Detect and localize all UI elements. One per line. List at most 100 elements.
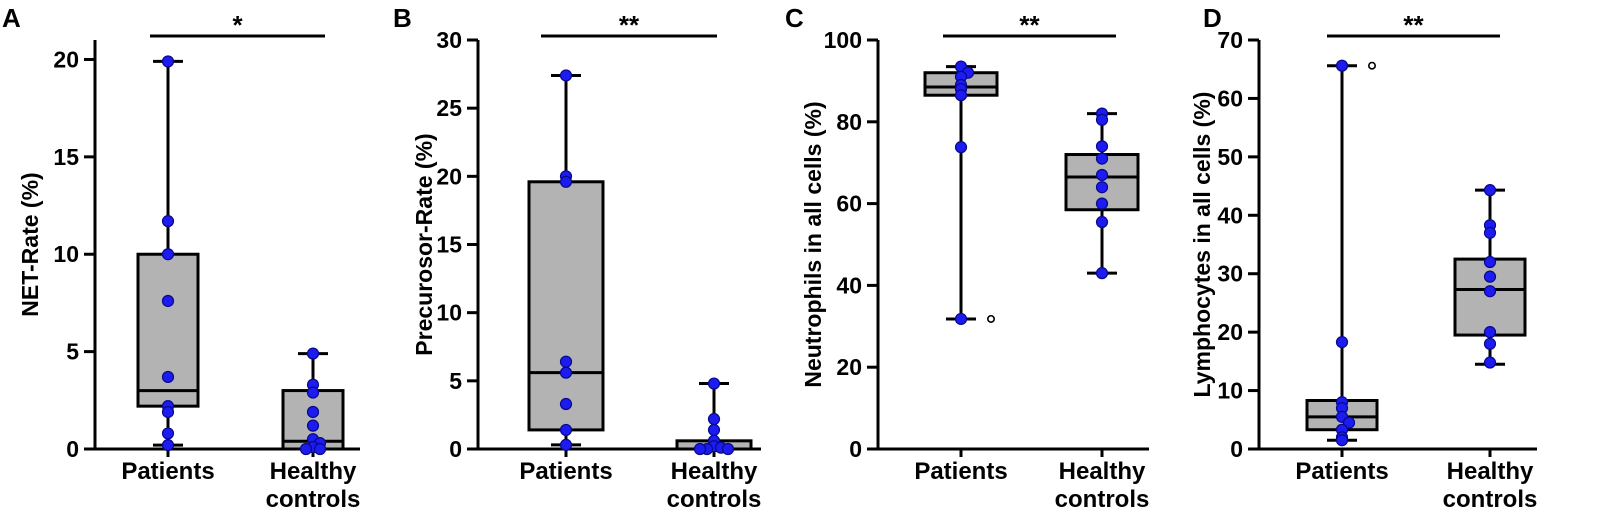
panel-a-significance-label: * xyxy=(232,10,243,40)
panel-b-patients-data-point xyxy=(559,438,573,452)
panel-b-y-tick-label: 30 xyxy=(436,27,462,53)
panel-a-patients-data-point xyxy=(161,427,175,440)
panel-c-healthy-controls-data-point xyxy=(1095,267,1109,280)
panel-d-patients-outlier-marker xyxy=(1368,61,1377,70)
panel-a-patients-data-point xyxy=(161,370,175,384)
panel-a-healthy-controls-data-point xyxy=(306,419,320,432)
panel-c-healthy-controls-category-label: controls xyxy=(1055,486,1150,513)
panel-b-y-tick-label: 0 xyxy=(449,436,462,462)
panel-b-y-tick-label: 25 xyxy=(436,95,462,121)
panel-b-y-tick-label: 10 xyxy=(436,300,462,326)
panel-d-letter: D xyxy=(1203,3,1222,33)
panel-b-patients-data-point xyxy=(559,355,573,368)
panel-c-y-tick-label: 60 xyxy=(836,191,862,217)
panel-d-significance-label: ** xyxy=(1403,10,1424,40)
panel-c-y-tick-label: 0 xyxy=(849,436,862,462)
panel-c-patients-data-point xyxy=(954,141,968,154)
panel-d-healthy-controls-data-point xyxy=(1483,184,1497,197)
panel-b-healthy-controls-data-point xyxy=(721,442,735,456)
panel-a-patients-data-point xyxy=(161,248,175,261)
panel-d-healthy-controls-category-label: controls xyxy=(1443,486,1538,513)
panel-d-y-tick-label: 0 xyxy=(1230,436,1243,462)
panel-b-patients-category-label: Patients xyxy=(519,458,612,485)
panel-c-healthy-controls-category-label: Healthy xyxy=(1059,458,1146,485)
panel-a-patients-box xyxy=(136,252,200,408)
panel-b-y-tick-label: 20 xyxy=(436,163,462,189)
panel-d-healthy-controls-data-point xyxy=(1483,356,1497,369)
panel-d-healthy-controls-category-label: Healthy xyxy=(1447,458,1534,485)
panel-c-significance-label: ** xyxy=(1019,10,1040,40)
panel-a-y-tick-label: 0 xyxy=(66,436,79,462)
panel-c-letter: C xyxy=(785,3,804,33)
panel-d-patients-data-point xyxy=(1335,59,1349,72)
panel-d-healthy-controls-data-point xyxy=(1483,326,1497,339)
panel-a-healthy-controls-data-point xyxy=(313,442,327,456)
panel-d-patients-data-point xyxy=(1335,335,1349,349)
panel-c-healthy-controls-data-point xyxy=(1095,113,1109,126)
panel-a-healthy-controls-data-point xyxy=(306,386,320,399)
panel-b-patients-data-point xyxy=(559,423,573,437)
panel-b-patients-data-point xyxy=(559,69,573,82)
panel-b-patients-data-point xyxy=(559,175,573,188)
panel-a-patients-data-point xyxy=(161,439,175,452)
panel-a-healthy-controls-category-label: controls xyxy=(266,486,361,513)
panel-b-healthy-controls-data-point xyxy=(707,423,721,437)
panel-b-patients-data-point xyxy=(559,366,573,379)
panel-a-y-tick-label: 20 xyxy=(53,46,79,72)
panel-b-significance-label: ** xyxy=(619,10,640,40)
panel-b-healthy-controls-category-label: controls xyxy=(667,486,762,513)
panel-d-y-tick-label: 10 xyxy=(1217,378,1243,404)
panel-b-y-axis-label: Precurosor-Rate (%) xyxy=(411,133,437,355)
panel-a-patients-category-label: Patients xyxy=(121,458,214,485)
panel-a-patients-data-point xyxy=(161,405,175,419)
panel-d-y-tick-label: 60 xyxy=(1217,85,1243,111)
panel-d-healthy-controls-data-point xyxy=(1483,226,1497,239)
panel-d-y-tick-label: 50 xyxy=(1217,144,1243,170)
panel-d-y-tick-label: 20 xyxy=(1217,319,1243,345)
panel-d-y-tick-label: 40 xyxy=(1217,202,1243,228)
panel-c-y-tick-label: 20 xyxy=(836,354,862,380)
panel-c-healthy-controls-data-point xyxy=(1095,168,1109,182)
panel-d-y-tick-label: 70 xyxy=(1217,27,1243,53)
panel-d-patients-category-label: Patients xyxy=(1295,458,1388,485)
panel-a-healthy-controls-category-label: Healthy xyxy=(270,458,357,485)
panel-d-y-axis-label: Lymphocytes in all cells (%) xyxy=(1189,92,1215,398)
panel-a-patients-data-point xyxy=(161,294,175,308)
panel-a-healthy-controls-data-point xyxy=(306,405,320,419)
panel-a-y-tick-label: 15 xyxy=(53,144,79,170)
panel-d-healthy-controls-data-point xyxy=(1483,270,1497,283)
panel-c-healthy-controls-data-point xyxy=(1095,140,1109,153)
panel-c-patients-data-point xyxy=(954,312,968,326)
panel-a-patients-data-point xyxy=(161,215,175,228)
panel-c-healthy-controls-data-point xyxy=(1095,181,1109,194)
panel-d-patients-data-point xyxy=(1335,434,1349,447)
panel-b-healthy-controls-data-point xyxy=(693,442,707,456)
panel-d-healthy-controls-data-point xyxy=(1483,255,1497,269)
panel-c-patients-outlier-marker xyxy=(986,314,995,323)
panel-c-healthy-controls-data-point xyxy=(1095,215,1109,229)
panel-b-healthy-controls-data-point xyxy=(707,377,721,390)
panel-b-y-tick-label: 15 xyxy=(436,232,462,258)
panel-a-healthy-controls-data-point xyxy=(306,347,320,360)
panel-d-healthy-controls-data-point xyxy=(1483,337,1497,350)
panel-c-y-tick-label: 100 xyxy=(824,27,862,53)
panel-a-y-axis-label: NET-Rate (%) xyxy=(17,172,43,316)
panel-a-y-tick-label: 5 xyxy=(66,339,79,365)
panel-b-y-tick-label: 5 xyxy=(449,368,462,394)
panel-a-healthy-controls-data-point xyxy=(299,442,313,456)
panel-a-y-tick-label: 10 xyxy=(53,241,79,267)
panel-b-letter: B xyxy=(393,3,412,33)
panel-b-patients-data-point xyxy=(559,397,573,411)
panel-c-healthy-controls-data-point xyxy=(1095,197,1109,210)
panel-a-letter: A xyxy=(2,3,21,33)
panel-c-patients-data-point xyxy=(954,89,968,102)
panel-c-y-axis-label: Neutrophils in all cells (%) xyxy=(800,101,826,387)
panel-c-patients-category-label: Patients xyxy=(914,458,1007,485)
panel-b-healthy-controls-data-point xyxy=(707,412,721,426)
panel-b-patients-box xyxy=(527,180,605,432)
panel-d-healthy-controls-data-point xyxy=(1483,285,1497,298)
panel-c-healthy-controls-data-point xyxy=(1095,152,1109,165)
panel-c-y-tick-label: 80 xyxy=(836,109,862,135)
panel-d-y-tick-label: 30 xyxy=(1217,261,1243,287)
